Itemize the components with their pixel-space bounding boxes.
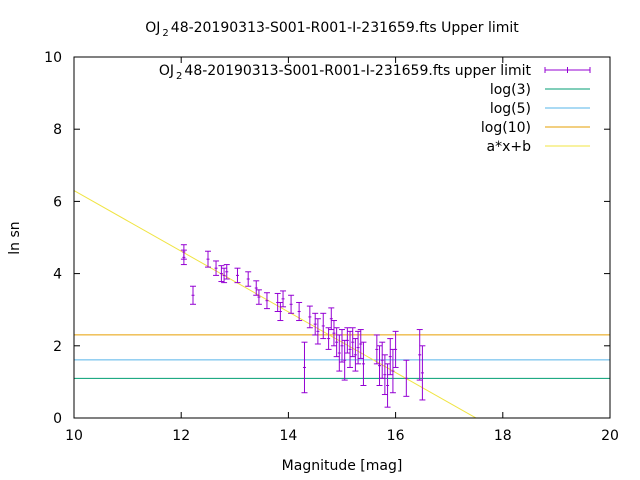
y-axis-label: ln sn	[7, 221, 23, 254]
data-point	[360, 341, 367, 387]
data-points	[180, 244, 426, 408]
legend-label: a*x+b	[487, 139, 532, 155]
data-point	[384, 363, 391, 408]
data-point	[223, 264, 230, 280]
plot-frame	[73, 56, 611, 419]
data-point	[339, 329, 345, 363]
x-tick-label: 10	[65, 428, 83, 444]
data-point	[349, 327, 356, 358]
x-tick-label: 12	[172, 428, 190, 444]
x-tick-label: 18	[494, 428, 512, 444]
data-point	[336, 334, 343, 372]
data-point	[392, 330, 399, 368]
y-tick-label: 2	[53, 339, 62, 355]
data-point	[245, 271, 252, 287]
data-point	[301, 341, 308, 394]
legend-entry: log(5)	[490, 101, 590, 117]
data-point	[330, 320, 337, 347]
data-point	[352, 338, 359, 372]
x-tick-label: 20	[601, 428, 619, 444]
data-point	[180, 249, 187, 266]
data-point	[205, 250, 211, 268]
data-point	[376, 345, 383, 387]
data-point	[333, 327, 340, 358]
data-point	[213, 260, 220, 276]
data-point	[234, 267, 241, 284]
y-tick-label: 10	[44, 50, 62, 66]
data-point	[379, 341, 386, 379]
data-point	[306, 305, 313, 329]
data-point	[325, 327, 332, 350]
legend-label: log(10)	[481, 120, 531, 136]
legend-entry: a*x+b	[487, 139, 590, 155]
data-point	[221, 267, 228, 284]
legend: OJ 2 48-20190313-S001-R001-I-231659.fts up…	[159, 63, 591, 155]
legend-entry: OJ 2 48-20190313-S001-R001-I-231659.fts up…	[159, 63, 591, 82]
data-point	[312, 312, 319, 336]
data-point	[253, 280, 260, 296]
axes: 10 12 14 16 18 20 0 2 4 6 8 10	[44, 50, 619, 444]
data-point	[387, 338, 394, 376]
data-point	[357, 329, 364, 359]
legend-label: OJ 2 48-20190313-S001-R001-I-231659.fts up…	[159, 63, 532, 82]
x-tick-label: 16	[387, 428, 405, 444]
data-point	[280, 290, 287, 308]
data-point	[263, 292, 270, 310]
data-point	[314, 318, 321, 345]
data-point	[328, 307, 335, 331]
data-point	[255, 289, 262, 305]
y-tick-label: 8	[53, 122, 62, 138]
y-tick-label: 4	[53, 267, 62, 283]
data-point	[296, 301, 303, 322]
data-point	[403, 359, 410, 397]
data-point	[344, 327, 351, 354]
data-point	[277, 301, 284, 322]
data-point	[381, 354, 388, 396]
data-point	[419, 345, 426, 401]
legend-entry: log(3)	[490, 82, 590, 98]
x-tick-label: 14	[279, 428, 297, 444]
data-point	[189, 285, 196, 305]
legend-label: log(5)	[490, 101, 531, 117]
y-tick-label: 0	[53, 411, 62, 427]
data-point	[373, 334, 380, 365]
data-point	[389, 348, 396, 394]
data-point	[347, 330, 354, 368]
x-axis-label: Magnitude [mag]	[282, 458, 403, 474]
data-point	[288, 294, 295, 314]
y-tick-label: 6	[53, 194, 62, 210]
data-point	[416, 329, 423, 381]
legend-entry: log(10)	[481, 120, 590, 136]
chart-title: OJ 2 48-20190313-S001-R001-I-231659.fts Up…	[145, 20, 519, 39]
data-point	[355, 330, 362, 365]
data-point	[320, 312, 327, 340]
legend-label: log(3)	[490, 82, 531, 98]
